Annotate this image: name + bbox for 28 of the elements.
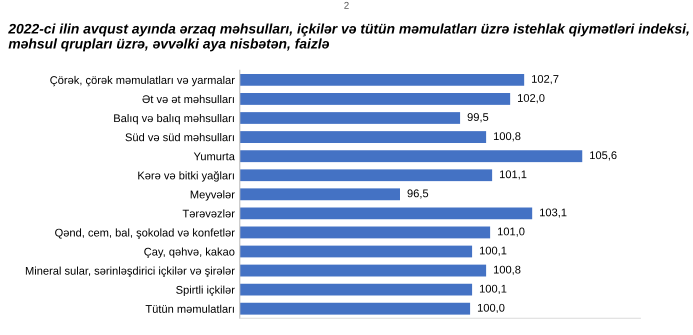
data-label: 100,8 <box>494 132 520 142</box>
y-tick-label: Çörək, çörək məmulatları və yarmalar <box>50 76 235 86</box>
y-tick-label: Mineral sular, sərinləşdirici içkilər və şirələr <box>26 266 235 277</box>
chart-title: 2022-ci ilin avqust ayında ərzaq məhsulları, içkilər və tütün məmulatları üzrə istehlak qiymətləri indeksi, məhsul qrupları üzrə, əvvəlki aya nisbətən, faizlə <box>8 23 689 52</box>
data-label: 102,7 <box>532 75 558 84</box>
y-tick-label: Kərə və bitki yağları <box>138 171 234 182</box>
y-tick-label: Tütün məmulatları <box>146 304 234 313</box>
y-tick-label: Çay, qəhvə, kakao <box>144 247 234 258</box>
y-tick-label: Qənd, cem, bal, şokolad və konfetlər <box>55 228 235 239</box>
data-label: 100,1 <box>480 284 506 294</box>
data-label: 101,1 <box>500 170 526 180</box>
data-label: 100,1 <box>480 246 506 256</box>
text: 2 <box>344 2 349 9</box>
data-label: 100,8 <box>494 266 520 275</box>
y-tick-label: Süd və süd məhsulları <box>125 133 234 142</box>
y-tick-label: Tərəvəzlər <box>182 209 235 218</box>
data-label: 103,1 <box>540 208 566 218</box>
y-tick-label: Ət və ət məhsulları <box>142 94 234 104</box>
data-label: 96,5 <box>408 189 428 199</box>
y-tick-label: Meyvələr <box>190 190 235 201</box>
data-label: 100,0 <box>478 304 504 314</box>
data-label: 101,0 <box>498 228 525 237</box>
data-label: 99,5 <box>468 113 488 122</box>
data-label: 105,6 <box>590 151 617 160</box>
y-tick-label: Yumurta <box>194 152 235 160</box>
y-tick-label: Spirtli içkilər <box>176 286 235 296</box>
y-tick-label: Balıq və balıq məhsulları <box>114 114 234 124</box>
data-label: 102,0 <box>518 94 545 104</box>
